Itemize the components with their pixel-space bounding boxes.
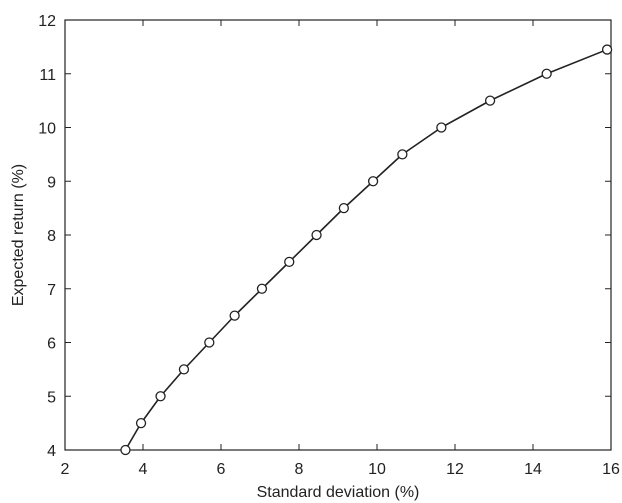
y-tick-label: 7 (47, 282, 56, 299)
data-point (601, 44, 613, 55)
x-tick-label: 4 (139, 461, 148, 478)
x-tick-label: 14 (524, 461, 542, 478)
data-point (120, 444, 131, 456)
y-axis-ticks: 4 5 6 7 8 9 10 11 12 (38, 13, 611, 460)
x-tick-label: 12 (446, 461, 464, 478)
x-tick-label: 8 (295, 461, 304, 478)
y-tick-label: 4 (47, 443, 56, 460)
y-tick-label: 11 (39, 67, 56, 84)
y-tick-label: 9 (47, 174, 56, 191)
data-point (229, 310, 240, 321)
data-point (484, 95, 496, 106)
series-layer (120, 44, 613, 456)
data-point (397, 149, 408, 160)
y-axis-label: Expected return (%) (10, 164, 27, 306)
x-axis-ticks: 2 4 6 8 10 12 14 16 (61, 20, 620, 478)
series-line (124, 48, 608, 451)
y-tick-label: 6 (47, 336, 56, 353)
data-point (204, 337, 215, 348)
x-tick-label: 10 (368, 461, 386, 478)
y-tick-label: 10 (38, 121, 56, 138)
data-point (155, 391, 166, 402)
data-point (436, 122, 447, 133)
data-point (311, 229, 322, 241)
data-point (284, 256, 295, 268)
x-tick-label: 6 (217, 461, 226, 478)
plot-frame (64, 19, 612, 451)
y-tick-label: 12 (38, 13, 56, 30)
x-axis-label: Standard deviation (%) (257, 484, 420, 501)
y-tick-label: 8 (47, 228, 56, 245)
x-tick-label: 2 (61, 461, 70, 478)
data-point (338, 202, 350, 214)
data-point (367, 176, 379, 187)
y-tick-label: 5 (47, 389, 56, 406)
data-point (256, 283, 268, 294)
data-point (178, 364, 190, 375)
x-tick-label: 16 (602, 461, 620, 478)
data-point (541, 68, 552, 79)
data-point (135, 417, 147, 429)
